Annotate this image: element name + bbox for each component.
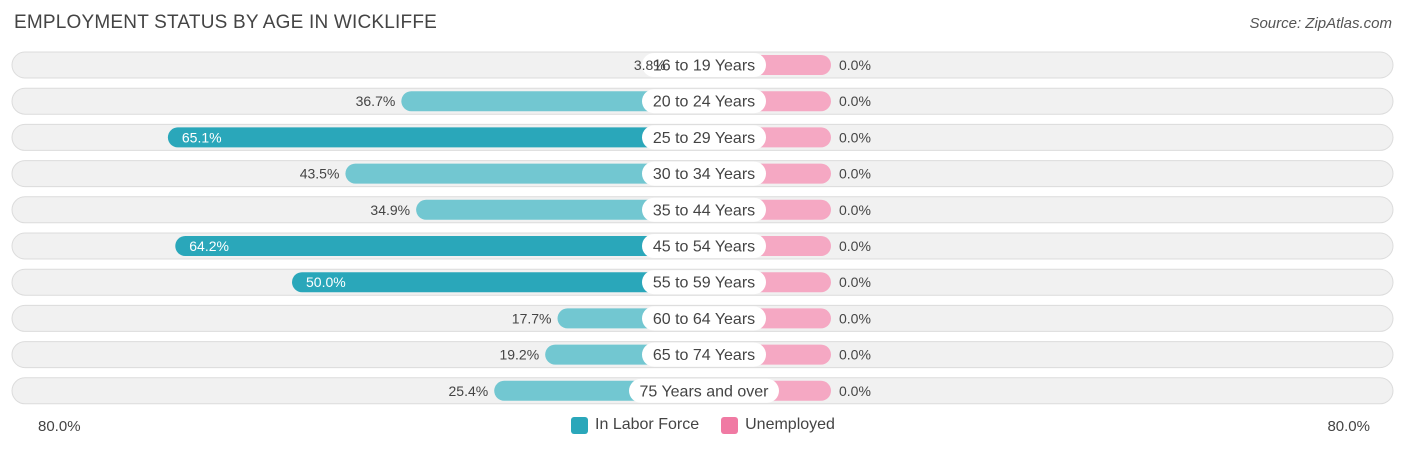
labor-force-bar [167, 127, 704, 148]
legend-swatch-unemployed [721, 416, 739, 434]
unemployed-value-label: 0.0% [839, 238, 871, 254]
unemployed-value-label: 0.0% [839, 93, 871, 109]
labor-force-value-label: 65.1% [182, 129, 222, 145]
legend-label-unemployed: Unemployed [745, 416, 835, 433]
labor-force-value-label: 64.2% [189, 238, 229, 254]
category-label: 30 to 34 Years [653, 166, 755, 183]
category-label: 25 to 29 Years [653, 130, 755, 147]
category-label: 35 to 44 Years [653, 202, 755, 219]
labor-force-value-label: 3.8% [634, 57, 666, 73]
category-label: 60 to 64 Years [653, 311, 755, 328]
unemployed-value-label: 0.0% [839, 274, 871, 290]
unemployed-value-label: 0.0% [839, 310, 871, 326]
category-label-pill [642, 125, 766, 150]
category-label: 20 to 24 Years [653, 94, 755, 111]
category-label-pill [642, 197, 766, 222]
unemployed-value-label: 0.0% [839, 166, 871, 182]
category-label: 65 to 74 Years [653, 347, 755, 364]
category-label: 16 to 19 Years [653, 58, 755, 75]
category-label-pill [642, 342, 766, 367]
labor-force-value-label: 19.2% [499, 347, 539, 363]
legend-item-unemployed: Unemployed [721, 416, 835, 434]
labor-force-bar [292, 272, 703, 293]
axis-left-label: 80.0% [38, 418, 81, 435]
legend-swatch-labor-force [571, 416, 589, 434]
labor-force-bar [416, 199, 703, 220]
category-label: 45 to 54 Years [653, 239, 755, 256]
chart-title: EMPLOYMENT STATUS BY AGE IN WICKLIFFE [14, 12, 438, 33]
category-label: 75 Years and over [640, 383, 770, 400]
category-label-pill [642, 161, 766, 186]
category-label-pill [629, 378, 779, 403]
category-label-pill [642, 270, 766, 295]
labor-force-value-label: 25.4% [449, 383, 489, 399]
labor-force-value-label: 50.0% [306, 274, 346, 290]
unemployed-value-label: 0.0% [839, 347, 871, 363]
labor-force-bar [401, 91, 703, 112]
labor-force-value-label: 36.7% [356, 93, 396, 109]
labor-force-value-label: 43.5% [300, 166, 340, 182]
legend-item-labor-force: In Labor Force [571, 416, 699, 434]
category-label-pill [642, 53, 766, 77]
category-label: 55 to 59 Years [653, 275, 755, 292]
category-label-pill [642, 306, 766, 331]
labor-force-value-label: 34.9% [370, 202, 410, 218]
labor-force-value-label: 17.7% [512, 310, 552, 326]
unemployed-value-label: 0.0% [839, 383, 871, 399]
unemployed-value-label: 0.0% [839, 57, 871, 73]
labor-force-bar [175, 236, 703, 256]
legend-label-labor-force: In Labor Force [595, 416, 700, 433]
category-label-pill [642, 234, 766, 258]
axis-right-label: 80.0% [1327, 418, 1370, 435]
labor-force-bar [345, 163, 703, 184]
legend: In Labor Force Unemployed [0, 416, 1406, 434]
unemployed-value-label: 0.0% [839, 202, 871, 218]
source-credit: Source: ZipAtlas.com [1249, 15, 1392, 32]
category-label-pill [642, 89, 766, 114]
unemployed-value-label: 0.0% [839, 129, 871, 145]
